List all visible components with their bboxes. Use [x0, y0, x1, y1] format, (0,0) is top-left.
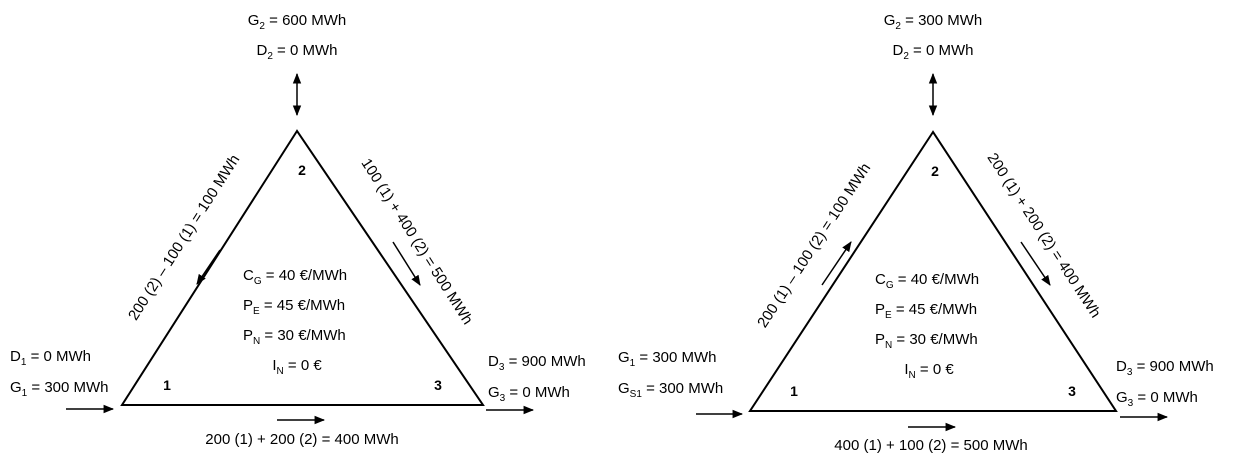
- node3-label-line1: D3 = 900 MWh: [488, 353, 586, 373]
- node-1-label: 1: [163, 377, 171, 393]
- edge-1-2-flow-arrow: [196, 249, 221, 285]
- edge-2-3-flow-arrow: [1020, 241, 1051, 286]
- income-network-label: IN = 0 €: [272, 357, 322, 377]
- price-network-label: PN = 30 €/MWh: [875, 331, 978, 351]
- node2-demand-label: D2 = 0 MWh: [892, 42, 973, 62]
- node-2-label: 2: [931, 163, 939, 179]
- node3-label-line2: G3 = 0 MWh: [488, 384, 570, 404]
- node-3-label: 3: [434, 377, 442, 393]
- center-parameters: CG = 40 €/MWh PE = 45 €/MWh PN = 30 €/MW…: [875, 271, 979, 381]
- price-network-label: PN = 30 €/MWh: [243, 327, 346, 347]
- node1-label-line1: G1 = 300 MWh: [618, 349, 717, 369]
- price-energy-label: PE = 45 €/MWh: [875, 301, 977, 321]
- node2-generation-label: G2 = 300 MWh: [884, 12, 983, 32]
- node1-label-line2: GS1 = 300 MWh: [618, 380, 723, 400]
- node1-label-line2: G1 = 300 MWh: [10, 379, 109, 399]
- triangle-network: [748, 130, 1118, 412]
- cost-generation-label: CG = 40 €/MWh: [875, 271, 979, 291]
- edge-2-3-flow-label: 100 (1) + 400 (2) = 500 MWh: [358, 156, 477, 328]
- node2-demand-label: D2 = 0 MWh: [256, 42, 337, 62]
- diagram-left: G2 = 600 MWh D2 = 0 MWh 2 1 3 D1 = 0 MWh…: [10, 12, 586, 448]
- node2-generation-label: G2 = 600 MWh: [248, 12, 347, 32]
- income-network-label: IN = 0 €: [904, 361, 954, 381]
- edge-1-3-flow-label: 400 (1) + 100 (2) = 500 MWh: [834, 437, 1027, 454]
- edge-1-2-flow-label: 200 (1) – 100 (2) = 100 MWh: [754, 160, 874, 331]
- node-3-label: 3: [1068, 383, 1076, 399]
- node-2-label: 2: [298, 162, 306, 178]
- edge-1-3-flow-label: 200 (1) + 200 (2) = 400 MWh: [205, 431, 398, 448]
- triangle-network: [120, 129, 485, 406]
- node3-label-line2: G3 = 0 MWh: [1116, 389, 1198, 409]
- cost-generation-label: CG = 40 €/MWh: [243, 267, 347, 287]
- edge-1-2-flow-arrow: [821, 241, 852, 286]
- center-parameters: CG = 40 €/MWh PE = 45 €/MWh PN = 30 €/MW…: [243, 267, 347, 377]
- node1-label-line1: D1 = 0 MWh: [10, 348, 91, 368]
- node3-label-line1: D3 = 900 MWh: [1116, 358, 1214, 378]
- edge-2-3-flow-arrow: [392, 241, 421, 286]
- price-energy-label: PE = 45 €/MWh: [243, 297, 345, 317]
- node-1-label: 1: [790, 383, 798, 399]
- edge-1-2-flow-label: 200 (2) – 100 (1) = 100 MWh: [125, 152, 243, 324]
- diagram-right: G2 = 300 MWh D2 = 0 MWh 2 1 3 G1 = 300 M…: [618, 12, 1214, 454]
